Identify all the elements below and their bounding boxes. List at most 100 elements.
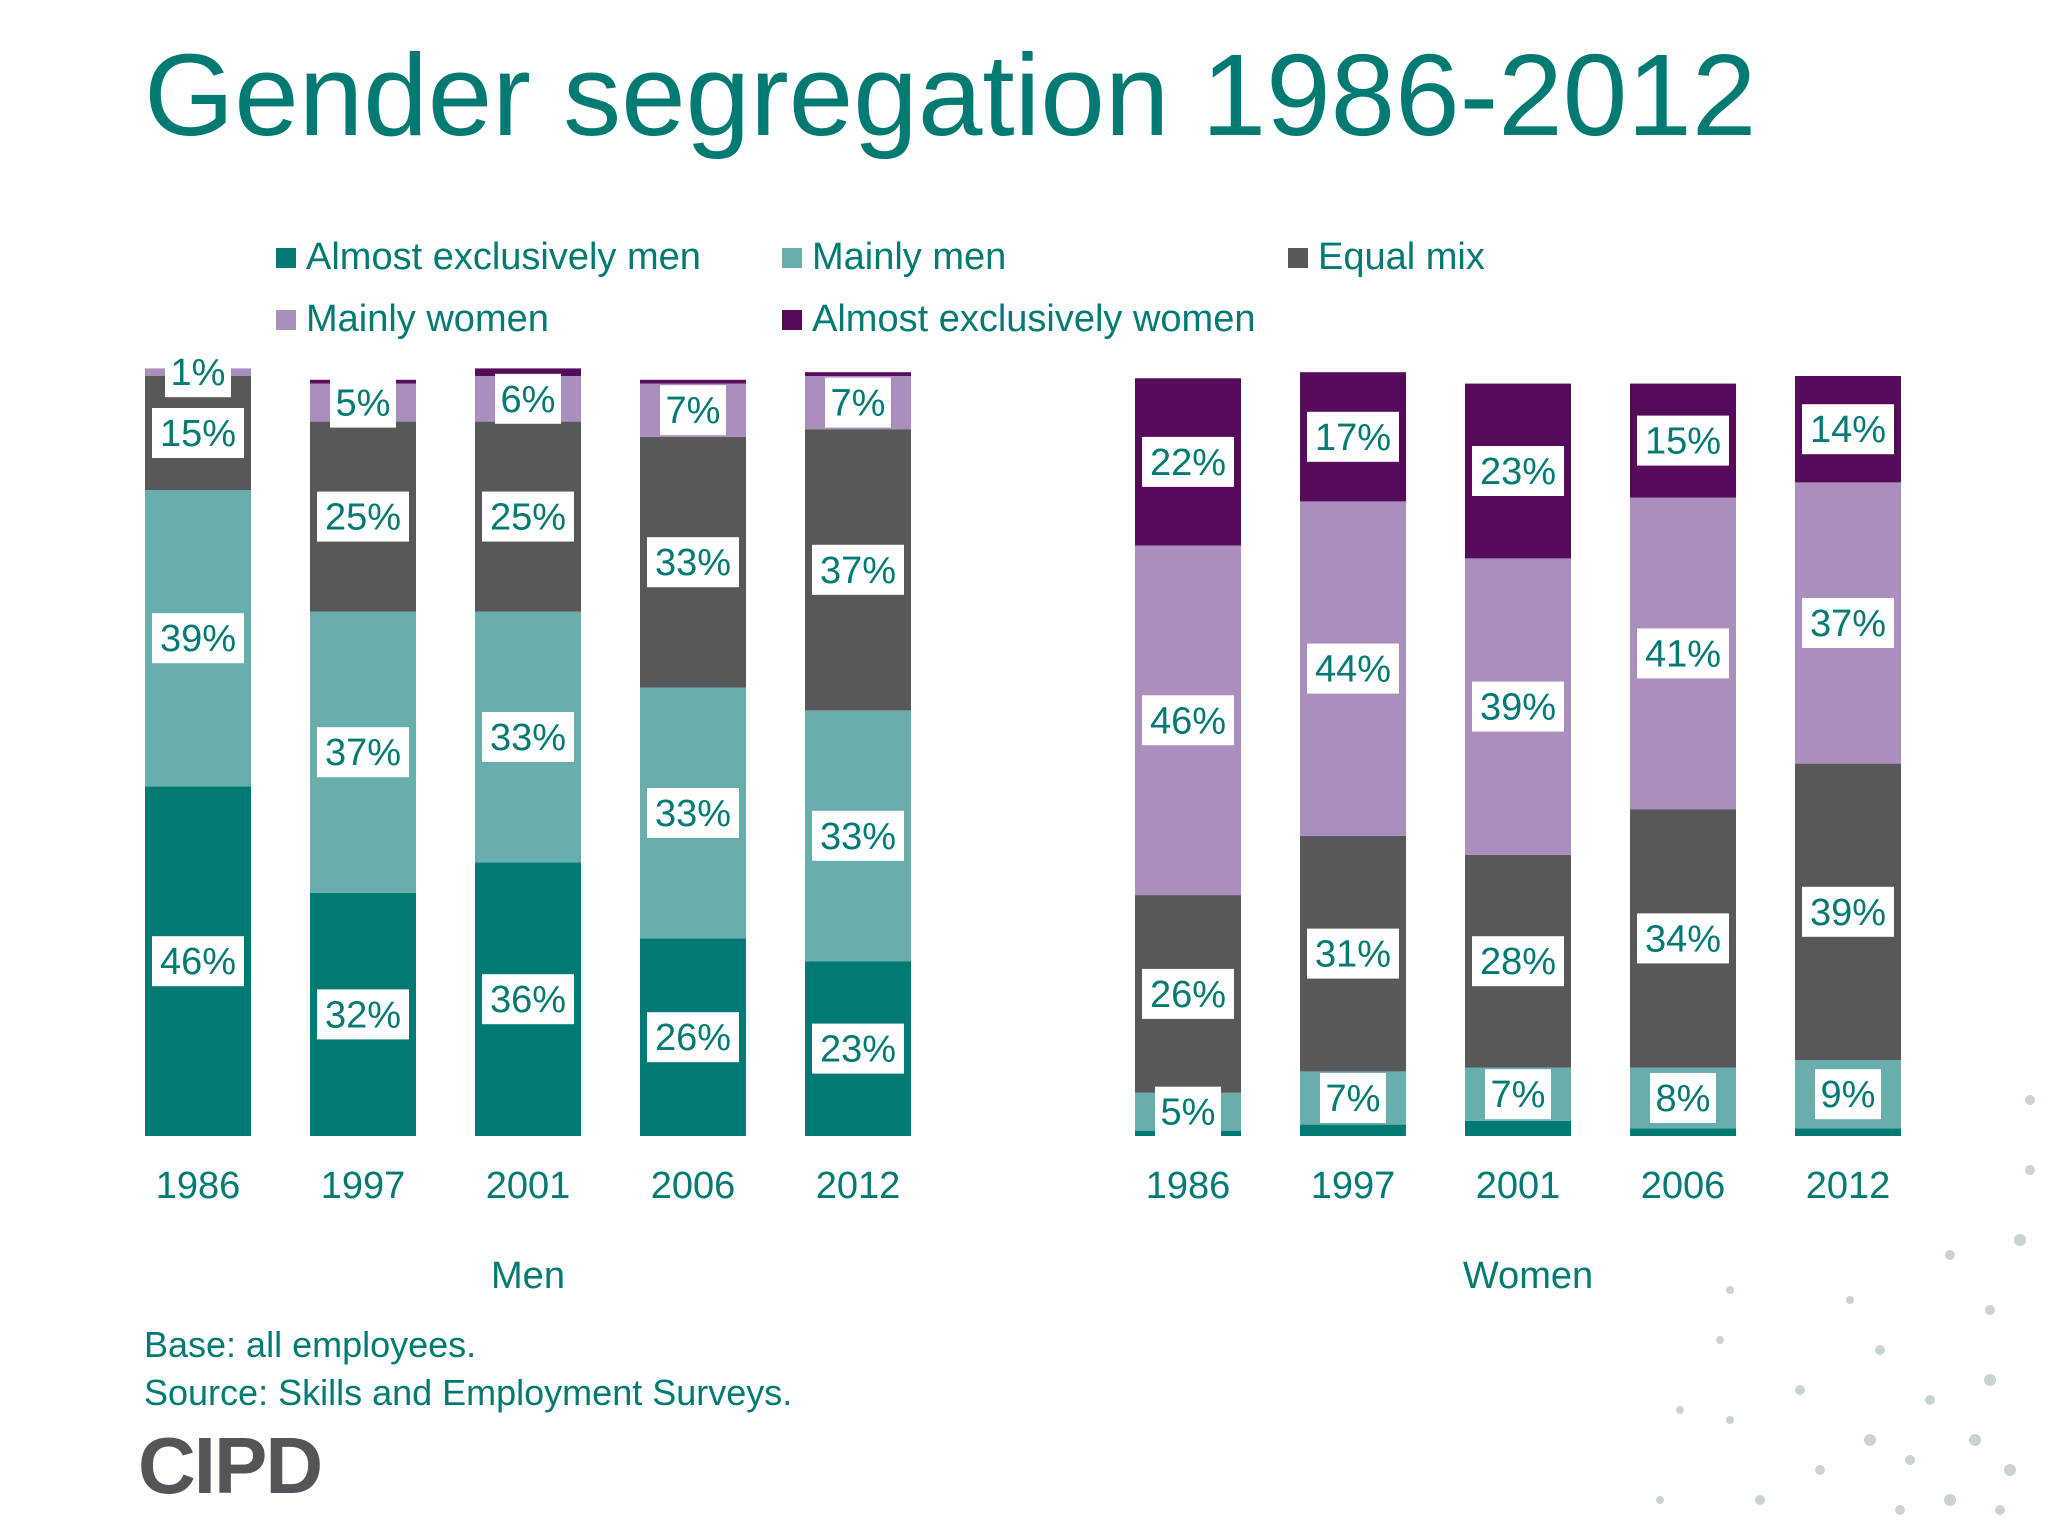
women-data-label-1997-1: 7%: [1320, 1073, 1386, 1123]
svg-text:28%: 28%: [1480, 941, 1556, 983]
svg-text:14%: 14%: [1810, 409, 1886, 451]
women-tick-label-1997: 1997: [1311, 1165, 1396, 1207]
women-bar-2012-segment-0: [1795, 1128, 1901, 1136]
legend-label: Equal mix: [1318, 236, 1485, 278]
men-data-label-2006-1: 33%: [647, 788, 739, 838]
men-data-label-1986-3: 1%: [165, 347, 231, 398]
men-data-label-2012-1: 33%: [812, 810, 904, 861]
svg-text:22%: 22%: [1150, 442, 1226, 484]
women-data-label-2006-4: 15%: [1637, 415, 1729, 466]
men-data-label-2001-1: 33%: [482, 712, 574, 762]
legend-label: Mainly men: [812, 236, 1007, 278]
cipd-logo: CIPD: [138, 1421, 323, 1510]
svg-text:15%: 15%: [1645, 421, 1721, 463]
men-data-label-2001-0: 36%: [482, 974, 574, 1025]
women-tick-label-2006: 2006: [1641, 1165, 1726, 1207]
women-data-label-2001-3: 39%: [1472, 681, 1564, 732]
men-tick-label-2006: 2006: [651, 1165, 736, 1207]
women-tick-label-2001: 2001: [1476, 1165, 1561, 1207]
legend-label: Mainly women: [306, 298, 549, 340]
svg-text:37%: 37%: [820, 550, 896, 592]
legend-item-almost-exclusively-women: Almost exclusively women: [782, 298, 1255, 341]
women-data-label-1986-2: 26%: [1142, 968, 1234, 1019]
legend-swatch: [782, 247, 802, 268]
svg-text:33%: 33%: [490, 717, 566, 759]
men-data-label-2001-2: 25%: [482, 491, 574, 542]
men-bar-2001-segment-4: [475, 368, 581, 376]
svg-text:8%: 8%: [1656, 1078, 1711, 1120]
men-data-label-2006-3: 7%: [660, 385, 726, 436]
svg-text:26%: 26%: [655, 1017, 731, 1059]
legend-label: Almost exclusively men: [306, 236, 701, 278]
women-bar-2006-segment-0: [1630, 1128, 1736, 1136]
men-data-label-2006-0: 26%: [647, 1012, 739, 1063]
men-data-label-2012-0: 23%: [812, 1023, 904, 1074]
men-tick-label-1997: 1997: [321, 1165, 406, 1207]
men-data-label-1997-2: 25%: [317, 491, 409, 542]
women-tick-label-1986: 1986: [1146, 1165, 1231, 1207]
svg-text:41%: 41%: [1645, 633, 1721, 675]
women-data-label-2001-4: 23%: [1472, 446, 1564, 496]
men-bar-2012-segment-4: [805, 372, 911, 376]
men-data-label-1997-3: 5%: [330, 377, 396, 428]
legend-swatch: [782, 309, 802, 330]
women-data-label-2001-2: 28%: [1472, 936, 1564, 987]
women-data-label-2012-3: 37%: [1802, 598, 1894, 648]
page-title: Gender segregation 1986-2012: [144, 30, 1757, 160]
svg-text:39%: 39%: [160, 618, 236, 660]
women-tick-label-2012: 2012: [1806, 1165, 1891, 1207]
svg-text:7%: 7%: [831, 383, 886, 425]
men-tick-label-2001: 2001: [486, 1165, 571, 1207]
svg-text:6%: 6%: [501, 379, 556, 421]
svg-text:32%: 32%: [325, 994, 401, 1036]
women-data-label-1997-2: 31%: [1307, 928, 1399, 979]
svg-text:1%: 1%: [171, 352, 226, 394]
men-tick-label-2012: 2012: [816, 1165, 901, 1207]
women-data-label-2006-1: 8%: [1650, 1073, 1716, 1123]
svg-text:33%: 33%: [655, 542, 731, 584]
svg-text:25%: 25%: [490, 497, 566, 539]
svg-text:23%: 23%: [1480, 451, 1556, 493]
svg-text:26%: 26%: [1150, 974, 1226, 1016]
men-tick-label-1986: 1986: [156, 1165, 241, 1207]
svg-text:39%: 39%: [1480, 687, 1556, 729]
svg-text:25%: 25%: [325, 497, 401, 539]
legend-item-equal-mix: Equal mix: [1288, 236, 1485, 279]
svg-text:37%: 37%: [325, 732, 401, 774]
svg-text:7%: 7%: [1491, 1074, 1546, 1116]
women-data-label-2012-2: 39%: [1802, 886, 1894, 937]
footnote-source: Source: Skills and Employment Surveys.: [144, 1372, 793, 1413]
legend-swatch: [276, 309, 296, 330]
women-bar-2001-segment-0: [1465, 1120, 1571, 1136]
women-data-label-2006-2: 34%: [1637, 913, 1729, 964]
men-data-label-1997-1: 37%: [317, 727, 409, 778]
women-data-label-2012-1: 9%: [1815, 1069, 1881, 1120]
svg-text:5%: 5%: [1161, 1092, 1216, 1134]
svg-text:39%: 39%: [1810, 892, 1886, 934]
men-axis-label: Men: [491, 1255, 565, 1297]
footnote-base: Base: all employees.: [144, 1324, 477, 1365]
svg-text:31%: 31%: [1315, 934, 1391, 976]
men-bar-2006-segment-4: [640, 379, 746, 384]
women-data-label-1986-1: 5%: [1155, 1086, 1221, 1137]
svg-text:44%: 44%: [1315, 649, 1391, 691]
svg-text:37%: 37%: [1810, 603, 1886, 645]
svg-text:46%: 46%: [1150, 700, 1226, 742]
svg-text:15%: 15%: [160, 413, 236, 455]
svg-text:7%: 7%: [666, 390, 721, 432]
women-data-label-1986-4: 22%: [1142, 436, 1234, 487]
women-data-label-1986-3: 46%: [1142, 695, 1234, 746]
women-axis-label: Women: [1463, 1255, 1593, 1297]
svg-text:34%: 34%: [1645, 918, 1721, 960]
svg-text:7%: 7%: [1326, 1078, 1381, 1120]
men-data-label-1986-0: 46%: [152, 936, 244, 987]
svg-text:9%: 9%: [1821, 1074, 1876, 1116]
svg-text:33%: 33%: [820, 816, 896, 858]
women-data-label-2012-4: 14%: [1802, 404, 1894, 455]
legend-item-almost-exclusively-men: Almost exclusively men: [276, 236, 701, 279]
women-data-label-2006-3: 41%: [1637, 628, 1729, 679]
men-data-label-2006-2: 33%: [647, 537, 739, 588]
women-data-label-1997-3: 44%: [1307, 643, 1399, 694]
